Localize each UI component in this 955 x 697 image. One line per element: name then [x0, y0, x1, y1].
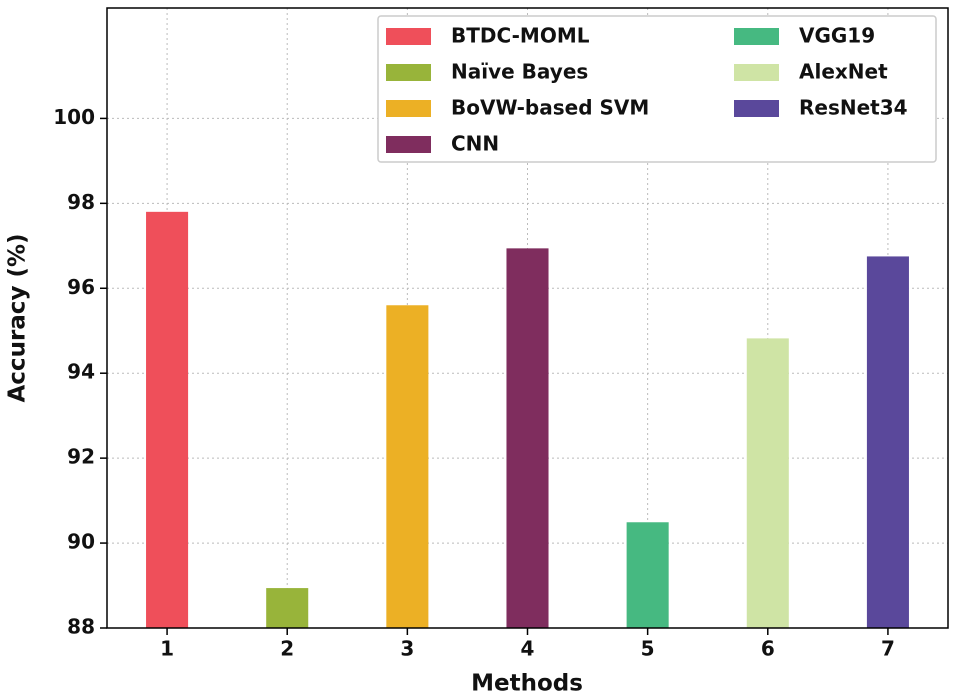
bar — [506, 248, 549, 628]
y-tick-label: 92 — [67, 445, 95, 469]
legend-swatch — [386, 136, 431, 153]
y-axis-title: Accuracy (%) — [5, 233, 31, 402]
bar — [746, 338, 789, 628]
y-tick-label: 94 — [67, 360, 95, 384]
x-tick-label: 2 — [280, 637, 294, 661]
y-tick-label: 96 — [67, 275, 95, 299]
x-tick-label: 6 — [761, 637, 775, 661]
x-tick-label: 4 — [521, 637, 535, 661]
y-tick-label: 90 — [67, 530, 95, 554]
x-tick-label: 1 — [160, 637, 174, 661]
x-tick-label: 7 — [881, 637, 895, 661]
x-tick-label: 3 — [400, 637, 414, 661]
legend-swatch — [734, 100, 779, 117]
legend-swatch — [734, 64, 779, 81]
legend-swatch — [386, 64, 431, 81]
bar — [386, 305, 429, 628]
y-tick-label: 88 — [67, 615, 95, 639]
y-tick-label: 100 — [53, 105, 95, 129]
legend-label: ResNet34 — [799, 96, 908, 120]
legend-label: VGG19 — [799, 24, 875, 48]
y-tick-label: 98 — [67, 190, 95, 214]
legend-label: AlexNet — [799, 60, 888, 84]
legend-label: CNN — [451, 132, 499, 156]
bar — [266, 588, 309, 628]
bar — [866, 256, 909, 628]
legend-swatch — [734, 28, 779, 45]
x-axis-title: Methods — [471, 671, 583, 697]
legend-label: Naïve Bayes — [451, 60, 588, 84]
x-tick-label: 5 — [641, 637, 655, 661]
legend-box — [377, 15, 937, 163]
legend-swatch — [386, 28, 431, 45]
bar — [146, 211, 189, 628]
legend-swatch — [386, 100, 431, 117]
legend-label: BTDC-MOML — [451, 24, 590, 48]
legend-label: BoVW-based SVM — [451, 96, 649, 120]
bar — [626, 522, 669, 628]
plot-frame — [106, 7, 949, 629]
